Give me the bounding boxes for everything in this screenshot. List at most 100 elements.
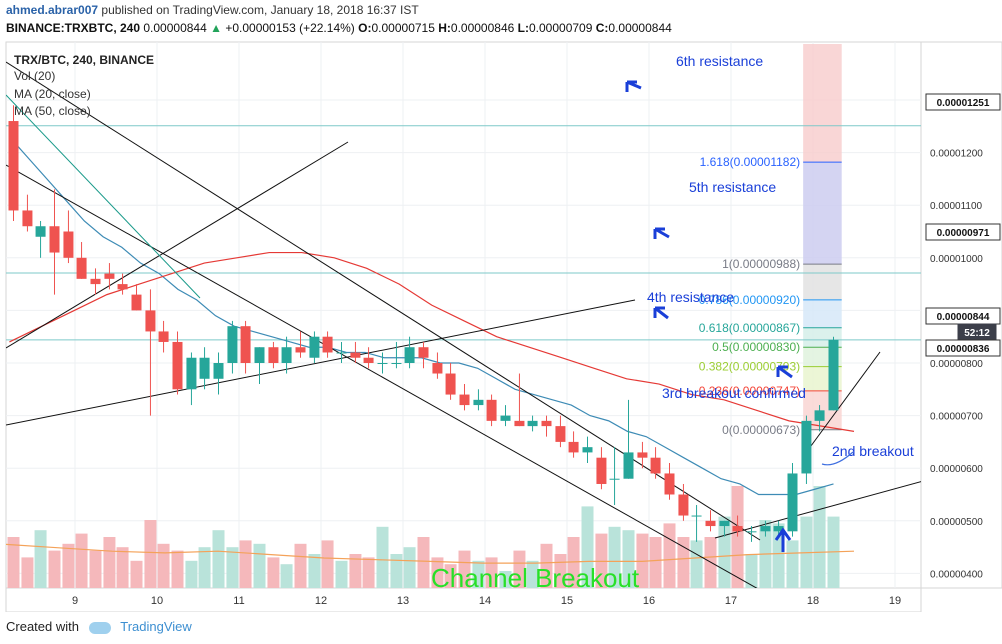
fib-level-label: 0.618(0.00000867) xyxy=(699,321,800,335)
plot-area xyxy=(5,41,922,589)
volume-bar xyxy=(321,540,334,588)
annotation-callout xyxy=(821,451,854,466)
ma50-line xyxy=(9,251,855,432)
candle-body xyxy=(637,452,648,458)
volume-bar xyxy=(581,506,594,588)
price-tag-label: 0.00000971 xyxy=(937,228,990,239)
fib-level-label: 0.236(0.00000747) xyxy=(699,384,800,398)
arrow-icon xyxy=(776,365,793,379)
volume-bar xyxy=(417,537,430,588)
volume-bar xyxy=(362,557,375,588)
fib-level-label: 0.786(0.00000920) xyxy=(699,293,800,307)
candle-body xyxy=(213,363,224,379)
x-tick-label: 18 xyxy=(807,595,819,607)
candle-body xyxy=(350,352,361,358)
candle-body xyxy=(568,441,579,453)
annotation-text: 2nd breakout xyxy=(832,443,914,459)
candle-body xyxy=(719,520,730,527)
volume-bar xyxy=(485,557,498,588)
fib-zone xyxy=(803,299,842,328)
annotation-text: 4th resistance xyxy=(647,289,734,305)
candle-body xyxy=(732,526,743,532)
volume-bar xyxy=(267,557,280,588)
candle-body xyxy=(309,336,320,358)
candle-body xyxy=(541,420,552,427)
candle-body xyxy=(596,457,607,484)
volume-bar xyxy=(567,537,580,588)
volume-bar xyxy=(185,560,198,588)
volume-bar xyxy=(690,540,703,588)
candle-body xyxy=(145,310,156,332)
candle-body xyxy=(8,121,19,211)
volume-bar xyxy=(390,554,403,588)
x-tick-label: 13 xyxy=(397,595,409,607)
price-chart[interactable]: 1.618(0.00001182) 1(0.00000988) 0.786(0.00… xyxy=(0,40,1002,612)
arrow-icon xyxy=(653,227,670,239)
candle-body xyxy=(131,294,142,311)
candle-body xyxy=(664,473,675,495)
y-tick-label: 0.00000700 xyxy=(930,412,983,423)
candle-body xyxy=(582,447,593,453)
x-tick-label: 14 xyxy=(479,595,491,607)
x-tick-label: 9 xyxy=(72,595,78,607)
author-link[interactable]: ahmed.abrar007 xyxy=(6,3,99,17)
arrow-up-icon xyxy=(774,527,792,552)
candle-body xyxy=(760,526,771,532)
candle-body xyxy=(814,410,825,421)
candle-body xyxy=(473,399,484,406)
volume-bar xyxy=(608,526,621,588)
x-tick-label: 16 xyxy=(643,595,655,607)
candle-body xyxy=(486,399,497,421)
volume-bar xyxy=(116,547,129,588)
published-text: published on TradingView.com, January 18… xyxy=(101,3,419,17)
ohlc-header: BINANCE:TRXBTC, 240 0.00000844 ▲ +0.0000… xyxy=(6,21,672,35)
candle-body xyxy=(555,426,566,442)
volume-bar xyxy=(239,540,252,588)
candle-body xyxy=(527,420,538,427)
fib-level-label: 0.382(0.00000793) xyxy=(699,360,800,374)
footer: Created with TradingView xyxy=(6,619,192,634)
trendline xyxy=(6,164,758,588)
y-tick-label: 0.00000400 xyxy=(930,569,983,580)
candle-body xyxy=(63,231,74,258)
fib-level-label: 1.618(0.00001182) xyxy=(700,155,801,169)
candle-body xyxy=(418,347,429,358)
volume-bar xyxy=(472,560,485,588)
candle-body xyxy=(90,278,101,285)
legend-symbol: TRX/BTC, 240, BINANCE xyxy=(14,53,154,67)
candle-body xyxy=(254,347,265,363)
tradingview-brand-link[interactable]: TradingView xyxy=(120,619,192,634)
candle-body xyxy=(240,326,251,363)
volume-bar xyxy=(212,530,225,588)
arrow-icon xyxy=(625,80,642,92)
candle-body xyxy=(227,326,238,363)
candle-body xyxy=(404,347,415,363)
open-label: O: xyxy=(358,21,372,35)
y-tick-label: 0.00001100 xyxy=(930,201,983,212)
fib-zone xyxy=(803,44,842,163)
volume-bar xyxy=(403,547,416,588)
x-tick-label: 10 xyxy=(151,595,163,607)
candle-body xyxy=(199,357,210,379)
x-tick-label: 19 xyxy=(889,595,901,607)
volume-bar xyxy=(731,486,744,588)
volume-bar xyxy=(130,560,143,588)
candle-body xyxy=(268,347,279,363)
volume-bar xyxy=(595,533,608,588)
volume-bar xyxy=(499,571,512,588)
volume-bar xyxy=(335,560,348,588)
candle-body xyxy=(281,347,292,363)
price-tag-label: 0.00001251 xyxy=(937,98,990,109)
candle-body xyxy=(117,284,128,290)
annotation-text: 5th resistance xyxy=(689,179,776,195)
volume-bar xyxy=(89,550,102,588)
candle-body xyxy=(377,363,388,364)
x-tick-label: 12 xyxy=(315,595,327,607)
candle-body xyxy=(363,357,374,363)
close-value: 0.00000844 xyxy=(608,21,672,35)
volume-bar xyxy=(103,537,116,588)
trendline xyxy=(6,61,761,541)
fib-level-label: 1(0.00000988) xyxy=(722,257,800,271)
fib-zone xyxy=(803,264,842,300)
candle-body xyxy=(186,357,197,390)
